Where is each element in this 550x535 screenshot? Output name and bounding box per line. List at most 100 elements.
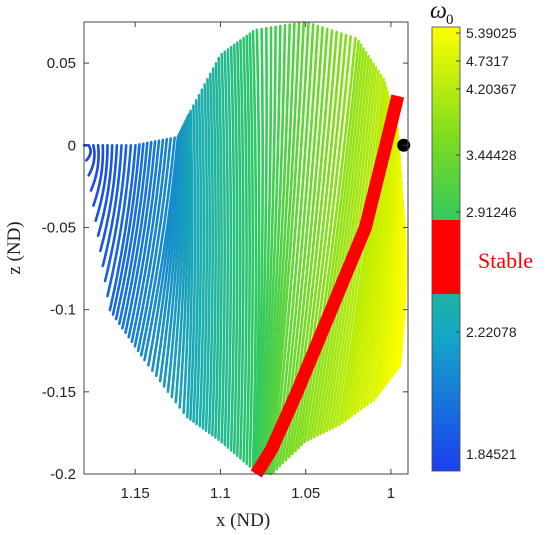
orbit-curve [319, 54, 370, 436]
orbit-curve [207, 72, 215, 435]
orbit-curve [217, 56, 223, 442]
orbit-curve [130, 138, 165, 344]
orbit-curve [306, 39, 360, 442]
orbit-curve [303, 36, 357, 444]
orbit-curve [121, 140, 153, 330]
orbit-curve [198, 88, 206, 428]
orbit-curve [220, 52, 226, 444]
orbit-curve [362, 113, 396, 409]
orbit-curve [265, 23, 291, 475]
orbit-curve [266, 22, 296, 475]
orbit-curve [178, 114, 190, 409]
orbit-curve [269, 21, 306, 476]
orbit-curve [92, 144, 105, 207]
orbit-curve [151, 130, 182, 372]
orbit-curve [118, 141, 149, 325]
colorbar-stable-band [432, 220, 460, 294]
orbit-curve [255, 27, 264, 473]
orbit-curve [258, 26, 273, 474]
orbit-curve [316, 51, 368, 437]
orbit-curve [214, 62, 220, 439]
orbit-curve [103, 144, 128, 283]
orbit-curve [170, 119, 187, 399]
colorbar-tick-label: 3.44428 [466, 147, 517, 163]
orbit-curve [245, 34, 251, 466]
orbit-curve [108, 143, 137, 312]
orbit-curve [127, 139, 161, 339]
x-axis: 1.15 1.1 1.05 1 [121, 22, 395, 502]
orbit-curve [85, 144, 92, 162]
y-tick-label: -0.1 [50, 302, 76, 319]
plot-area [82, 21, 411, 478]
orbit-curve [344, 86, 388, 422]
orbit-curve [248, 32, 255, 468]
orbit-curve [166, 121, 186, 393]
orbit-curve [236, 41, 242, 458]
colorbar-ticks: 5.39025 4.7317 4.20367 3.44428 2.91246 2.2207… [456, 25, 517, 462]
y-tick-label: -0.15 [42, 384, 76, 401]
axes-frame [83, 21, 409, 475]
orbit-curve [114, 142, 145, 321]
colorbar-title: ω [430, 0, 447, 24]
orbit-curve [96, 144, 114, 237]
orbit-curve [341, 81, 387, 425]
y-tick-label: -0.05 [42, 219, 76, 236]
x-tick-label: 1.1 [210, 485, 231, 502]
orbit-curve [189, 104, 197, 421]
x-tick-label: 1.15 [121, 485, 150, 502]
orbit-curve [261, 24, 282, 474]
orbit-curve [257, 27, 268, 473]
orbit-curve [111, 143, 141, 316]
orbit-curve [260, 25, 277, 474]
orbit-curve [204, 77, 212, 432]
y-axis: 0.05 0 -0.05 -0.1 -0.15 -0.2 [42, 55, 408, 483]
x-tick-label: 1.05 [291, 485, 320, 502]
orbit-curve [162, 124, 185, 388]
orbit-curve [312, 47, 365, 439]
colorbar-tick-label: 1.84521 [466, 446, 517, 462]
orbit-curve [223, 50, 230, 447]
colorbar-tick-label: 5.39025 [466, 25, 517, 41]
colorbar-tick-label: 4.7317 [466, 53, 509, 69]
orbit-curve [369, 122, 398, 404]
stable-orbit-band [250, 94, 405, 478]
orbit-curve [268, 21, 301, 475]
orbit-curve [211, 67, 218, 437]
orbit-curve [174, 117, 189, 404]
orbit-curve [154, 128, 183, 378]
orbit-curve [337, 77, 385, 427]
orbit-curve [101, 144, 123, 268]
colorbar: 5.39025 4.7317 4.20367 3.44428 2.91246 2.2207… [430, 0, 533, 472]
orbit-curve [195, 93, 203, 426]
orbit-curve [136, 137, 172, 353]
orbit-curve [309, 43, 363, 440]
orbit-curve [133, 137, 169, 348]
y-tick-label: 0.05 [47, 55, 76, 72]
orbit-curve [158, 126, 184, 383]
orbit-curve [87, 144, 96, 177]
orbit-curve [143, 135, 180, 362]
orbit-curve [263, 24, 287, 474]
orbit-curve [182, 112, 192, 415]
orbit-curve [239, 39, 245, 460]
orbit-curve [106, 144, 133, 298]
orbit-curve [251, 30, 258, 471]
orbit-curve [147, 133, 181, 367]
orbit-curve [398, 226, 407, 369]
colorbar-tick-label: 2.91246 [466, 204, 517, 220]
orbit-curve [192, 99, 200, 423]
colorbar-title-subscript: 0 [446, 12, 454, 28]
orbit-curve [322, 58, 373, 434]
x-axis-label: x (ND) [216, 510, 270, 531]
orbit-curve [300, 35, 352, 447]
orbit-curve [242, 36, 248, 463]
orbit-curve [297, 33, 348, 450]
orbit-curve [229, 45, 236, 452]
orbit-curve [366, 118, 397, 407]
colorbar-tick-label: 4.20367 [466, 81, 517, 97]
orbit-curve [89, 144, 100, 192]
orbit-curve [124, 140, 157, 334]
orbit-curve [94, 144, 109, 222]
stable-label: Stable [478, 248, 533, 273]
